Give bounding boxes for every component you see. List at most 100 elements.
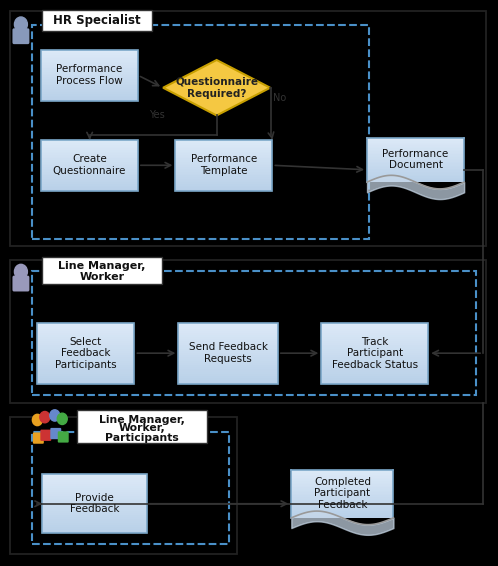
Bar	[41, 148, 138, 150]
Bar	[41, 68, 138, 70]
Bar	[41, 50, 138, 52]
Bar	[321, 345, 428, 347]
Bar	[175, 177, 272, 179]
Bar	[178, 335, 278, 337]
Bar	[42, 523, 147, 525]
Bar	[42, 496, 147, 498]
Bar	[41, 97, 138, 99]
Bar	[42, 525, 147, 528]
Bar	[291, 471, 393, 473]
FancyBboxPatch shape	[58, 431, 69, 443]
Bar	[41, 153, 138, 155]
Bar	[321, 366, 428, 367]
Bar	[178, 337, 278, 339]
Bar	[42, 505, 147, 507]
Text: Select
Feedback
Participants: Select Feedback Participants	[55, 337, 117, 370]
Bar	[41, 187, 138, 189]
Bar	[41, 85, 138, 87]
Bar	[42, 507, 147, 509]
Bar	[175, 158, 272, 160]
Bar	[41, 58, 138, 60]
Bar	[367, 141, 464, 143]
Text: Performance
Document: Performance Document	[382, 149, 449, 170]
Bar	[37, 345, 134, 347]
Bar	[321, 361, 428, 363]
Bar	[42, 474, 147, 475]
Bar	[367, 176, 464, 178]
Bar	[367, 172, 464, 173]
Bar	[175, 160, 272, 162]
Bar	[175, 147, 272, 148]
FancyBboxPatch shape	[12, 28, 29, 44]
Bar	[367, 147, 464, 148]
Bar	[175, 184, 272, 186]
Bar	[321, 371, 428, 374]
Bar	[10, 260, 486, 403]
Polygon shape	[163, 60, 270, 115]
Bar	[41, 67, 138, 68]
Bar	[291, 503, 393, 505]
Bar	[37, 353, 134, 355]
Bar	[367, 163, 464, 165]
Bar	[41, 175, 138, 177]
Bar	[41, 169, 138, 170]
Bar	[178, 347, 278, 349]
Bar	[41, 65, 138, 67]
Bar	[321, 363, 428, 366]
Bar	[367, 143, 464, 144]
Bar	[37, 341, 134, 343]
Text: Yes: Yes	[149, 110, 165, 121]
Bar	[41, 79, 138, 80]
Bar	[291, 499, 393, 500]
Bar	[37, 361, 134, 363]
Bar	[42, 482, 147, 483]
Bar	[175, 143, 272, 145]
Bar	[367, 165, 464, 166]
Bar	[178, 359, 278, 361]
Bar	[367, 157, 464, 158]
Bar	[37, 378, 134, 380]
Bar	[41, 157, 138, 158]
Bar	[37, 366, 134, 367]
Bar	[291, 486, 393, 487]
Bar	[32, 271, 476, 395]
Bar	[42, 498, 147, 500]
Text: Line Manager,: Line Manager,	[58, 261, 146, 271]
FancyBboxPatch shape	[42, 257, 162, 284]
Bar	[291, 473, 393, 474]
Bar	[37, 359, 134, 361]
Bar	[291, 502, 393, 503]
Bar	[178, 355, 278, 357]
Bar	[367, 173, 464, 175]
Bar	[41, 55, 138, 57]
Bar	[175, 165, 272, 167]
Bar	[367, 181, 464, 182]
Bar	[178, 325, 278, 327]
Bar	[41, 57, 138, 58]
Bar	[41, 143, 138, 145]
Bar	[321, 355, 428, 357]
Bar	[175, 148, 272, 150]
Bar	[291, 505, 393, 507]
Bar	[175, 186, 272, 187]
Bar	[178, 376, 278, 378]
Bar	[37, 347, 134, 349]
Bar	[37, 323, 134, 325]
Bar	[41, 184, 138, 186]
Bar	[32, 25, 369, 239]
Bar	[321, 327, 428, 329]
Bar	[178, 343, 278, 345]
Bar	[41, 63, 138, 65]
Bar	[175, 164, 272, 165]
Bar	[37, 323, 134, 384]
Bar	[41, 179, 138, 181]
Text: HR Specialist: HR Specialist	[53, 14, 141, 27]
Bar	[37, 376, 134, 378]
Bar	[41, 84, 138, 85]
Bar	[367, 145, 464, 147]
Bar	[321, 325, 428, 327]
Text: Send Feedback
Requests: Send Feedback Requests	[189, 342, 267, 364]
Bar	[321, 370, 428, 371]
Bar	[41, 82, 138, 84]
Bar	[42, 520, 147, 521]
